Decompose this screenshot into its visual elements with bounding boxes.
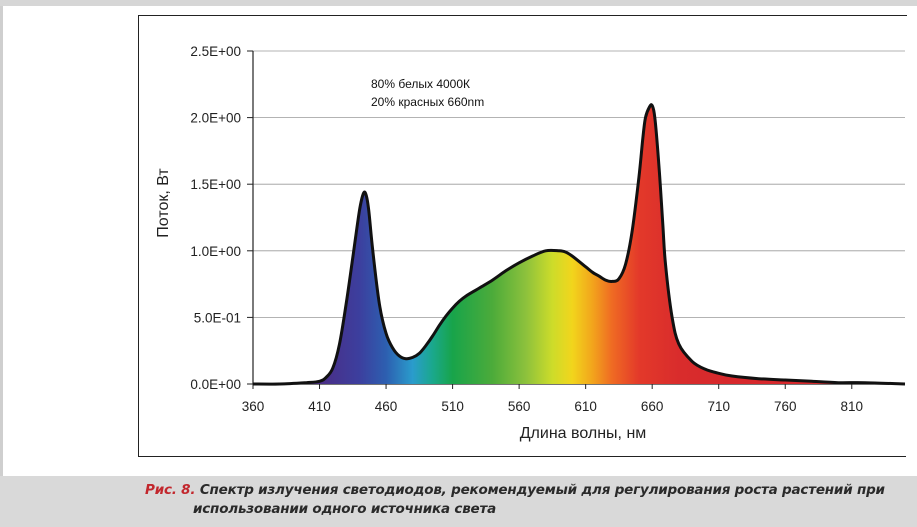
- x-tick-label: 410: [308, 399, 331, 414]
- spectrum-line: [252, 103, 906, 386]
- caption-text-line1: Спектр излучения светодиодов, рекомендуе…: [199, 482, 885, 498]
- spectrum-area: [253, 104, 905, 385]
- x-tick-label: 710: [707, 399, 730, 414]
- y-tick-label: 0.0E+00: [190, 377, 241, 392]
- x-tick-label: 660: [641, 399, 664, 414]
- spectrum-chart: 0.0E+00 5.0E-01 1.0E+00 1.5E+00 2.0E+00 2.5E+…: [155, 44, 906, 442]
- chart-frame-bottom: [138, 456, 906, 457]
- y-axis-title: Поток, Вт: [155, 168, 172, 238]
- y-tick-label: 1.5E+00: [190, 177, 241, 192]
- y-tick-label: 2.0E+00: [190, 111, 241, 126]
- x-tick-label: 560: [508, 399, 531, 414]
- x-tick-label: 460: [375, 399, 398, 414]
- y-tick-label: 1.0E+00: [190, 244, 241, 259]
- x-axis-title: Длина волны, нм: [520, 425, 647, 442]
- x-tick-label: 610: [574, 399, 597, 414]
- caption-band: [0, 476, 917, 527]
- plot-area: [252, 103, 906, 386]
- y-tick-label: 5.0E-01: [194, 310, 241, 325]
- left-edge: [0, 6, 3, 476]
- x-tick-labels: 360 410 460 510 560 610 660 710 760 810: [242, 384, 863, 414]
- caption-text-line2: использовании одного источника света: [193, 501, 497, 517]
- y-tick-label: 2.5E+00: [190, 44, 241, 59]
- x-tick-label: 360: [242, 399, 265, 414]
- x-tick-label: 510: [441, 399, 464, 414]
- figure-label: Рис. 8.: [145, 482, 196, 498]
- top-band: [0, 0, 917, 6]
- figure-caption: Рис. 8. Спектр излучения светодиодов, ре…: [145, 481, 905, 519]
- y-tick-labels: 0.0E+00 5.0E-01 1.0E+00 1.5E+00 2.0E+00 2.5E+…: [190, 44, 241, 392]
- annotation-line-1: 80% белых 4000К: [371, 77, 470, 91]
- x-tick-label: 760: [774, 399, 797, 414]
- annotation-line-2: 20% красных 660nm: [371, 95, 484, 109]
- x-tick-label: 810: [841, 399, 864, 414]
